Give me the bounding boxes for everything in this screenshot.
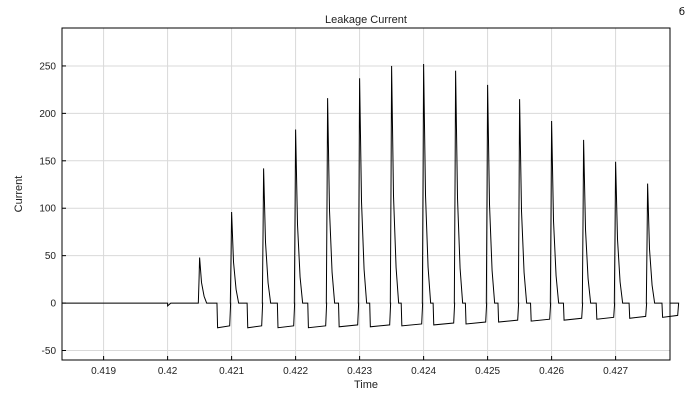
x-tick-label: 0.422 bbox=[283, 366, 308, 377]
y-axis-label: Current bbox=[13, 176, 25, 213]
x-tick-label: 0.419 bbox=[91, 366, 116, 377]
x-tick-label: 0.42 bbox=[158, 366, 178, 377]
corner-glyph: б bbox=[678, 7, 685, 18]
x-tick-label: 0.425 bbox=[475, 366, 500, 377]
axes-background bbox=[62, 28, 670, 360]
x-axis-ticks: 0.419 0.42 0.421 0.422 0.423 0.424 0.425 0.426 0… bbox=[91, 356, 629, 377]
y-tick-label: 50 bbox=[45, 251, 57, 262]
chart-title: Leakage Current bbox=[325, 14, 407, 26]
y-tick-label: -50 bbox=[42, 346, 57, 357]
axes-box bbox=[61, 27, 671, 361]
y-tick-label: 100 bbox=[39, 204, 56, 215]
x-tick-label: 0.426 bbox=[539, 366, 564, 377]
y-axis-ticks: -50 0 50 100 150 200 250 bbox=[39, 61, 66, 357]
y-tick-label: 0 bbox=[50, 299, 56, 310]
x-tick-label: 0.423 bbox=[347, 366, 372, 377]
x-tick-label: 0.427 bbox=[603, 366, 628, 377]
series-group bbox=[62, 64, 680, 329]
y-tick-label: 200 bbox=[39, 109, 56, 120]
series-line-leakage-current bbox=[62, 64, 680, 329]
y-tick-label: 250 bbox=[39, 61, 56, 72]
x-tick-label: 0.424 bbox=[411, 366, 436, 377]
x-axis-label: Time bbox=[354, 379, 378, 391]
y-tick-label: 150 bbox=[39, 156, 56, 167]
x-tick-label: 0.421 bbox=[219, 366, 244, 377]
